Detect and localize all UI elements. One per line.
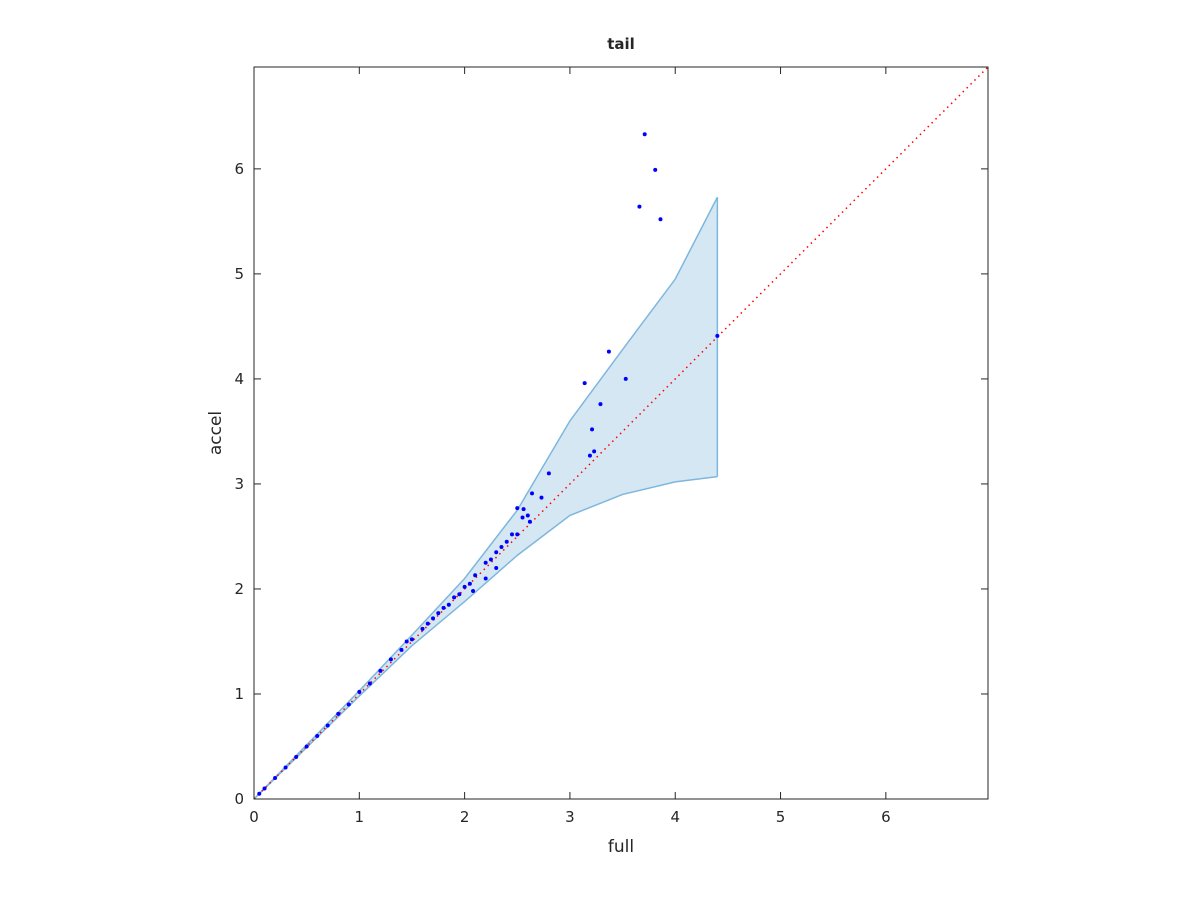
point [294, 754, 299, 759]
point [539, 495, 544, 500]
point [653, 167, 658, 172]
point [525, 513, 530, 518]
point [515, 506, 520, 511]
point [658, 217, 663, 222]
point [520, 515, 525, 520]
point [642, 132, 647, 137]
x-tick-label: 2 [460, 808, 470, 826]
point [590, 427, 595, 432]
point [587, 453, 592, 458]
point [499, 544, 504, 549]
point [504, 539, 509, 544]
point [527, 519, 532, 524]
point [494, 565, 499, 570]
x-tick-label: 4 [670, 808, 680, 826]
point [436, 611, 441, 616]
point [257, 791, 262, 796]
x-tick-label: 3 [565, 808, 575, 826]
point [441, 605, 446, 610]
y-tick-label: 1 [234, 685, 244, 703]
x-axis-label: full [608, 837, 634, 857]
point [546, 471, 551, 476]
point [283, 765, 288, 770]
point [494, 550, 499, 555]
point [598, 402, 603, 407]
x-tick-label: 6 [881, 808, 891, 826]
point [262, 786, 267, 791]
point [399, 647, 404, 652]
point [404, 639, 409, 644]
point [471, 589, 476, 594]
y-tick-label: 2 [234, 580, 244, 598]
point [346, 702, 351, 707]
x-tick-label: 1 [355, 808, 365, 826]
point [388, 657, 393, 662]
point [409, 637, 414, 642]
point [483, 560, 488, 565]
point [715, 333, 720, 338]
point [582, 381, 587, 386]
point [446, 602, 451, 607]
point [467, 581, 472, 586]
point [304, 744, 309, 749]
point [483, 576, 488, 581]
point [325, 723, 330, 728]
point [452, 595, 457, 600]
y-tick-label: 6 [234, 160, 244, 178]
y-tick-label: 3 [234, 475, 244, 493]
y-axis-label: accel [206, 411, 226, 455]
y-tick-label: 0 [234, 790, 244, 808]
band-lower-line [253, 475, 718, 800]
point [367, 681, 372, 686]
axes-box [253, 66, 989, 800]
point [457, 592, 462, 597]
point [378, 668, 383, 673]
point [521, 507, 526, 512]
y-tick-label: 5 [234, 265, 244, 283]
x-tick-label: 0 [249, 808, 259, 826]
point [420, 626, 425, 631]
point [273, 775, 278, 780]
point [357, 689, 362, 694]
band-upper-line [253, 196, 719, 800]
point [510, 532, 515, 537]
point [488, 557, 493, 562]
point [425, 621, 430, 626]
point [315, 733, 320, 738]
point [473, 573, 478, 578]
point [637, 204, 642, 209]
point [623, 376, 628, 381]
point [431, 616, 436, 621]
x-tick-label: 5 [776, 808, 786, 826]
point [606, 349, 611, 354]
point [530, 491, 535, 496]
point [515, 532, 520, 537]
point [336, 711, 341, 716]
point [462, 584, 467, 589]
point [592, 449, 597, 454]
chart-title: tail [607, 35, 635, 53]
reference-line [253, 66, 989, 800]
y-tick-label: 4 [234, 370, 244, 388]
